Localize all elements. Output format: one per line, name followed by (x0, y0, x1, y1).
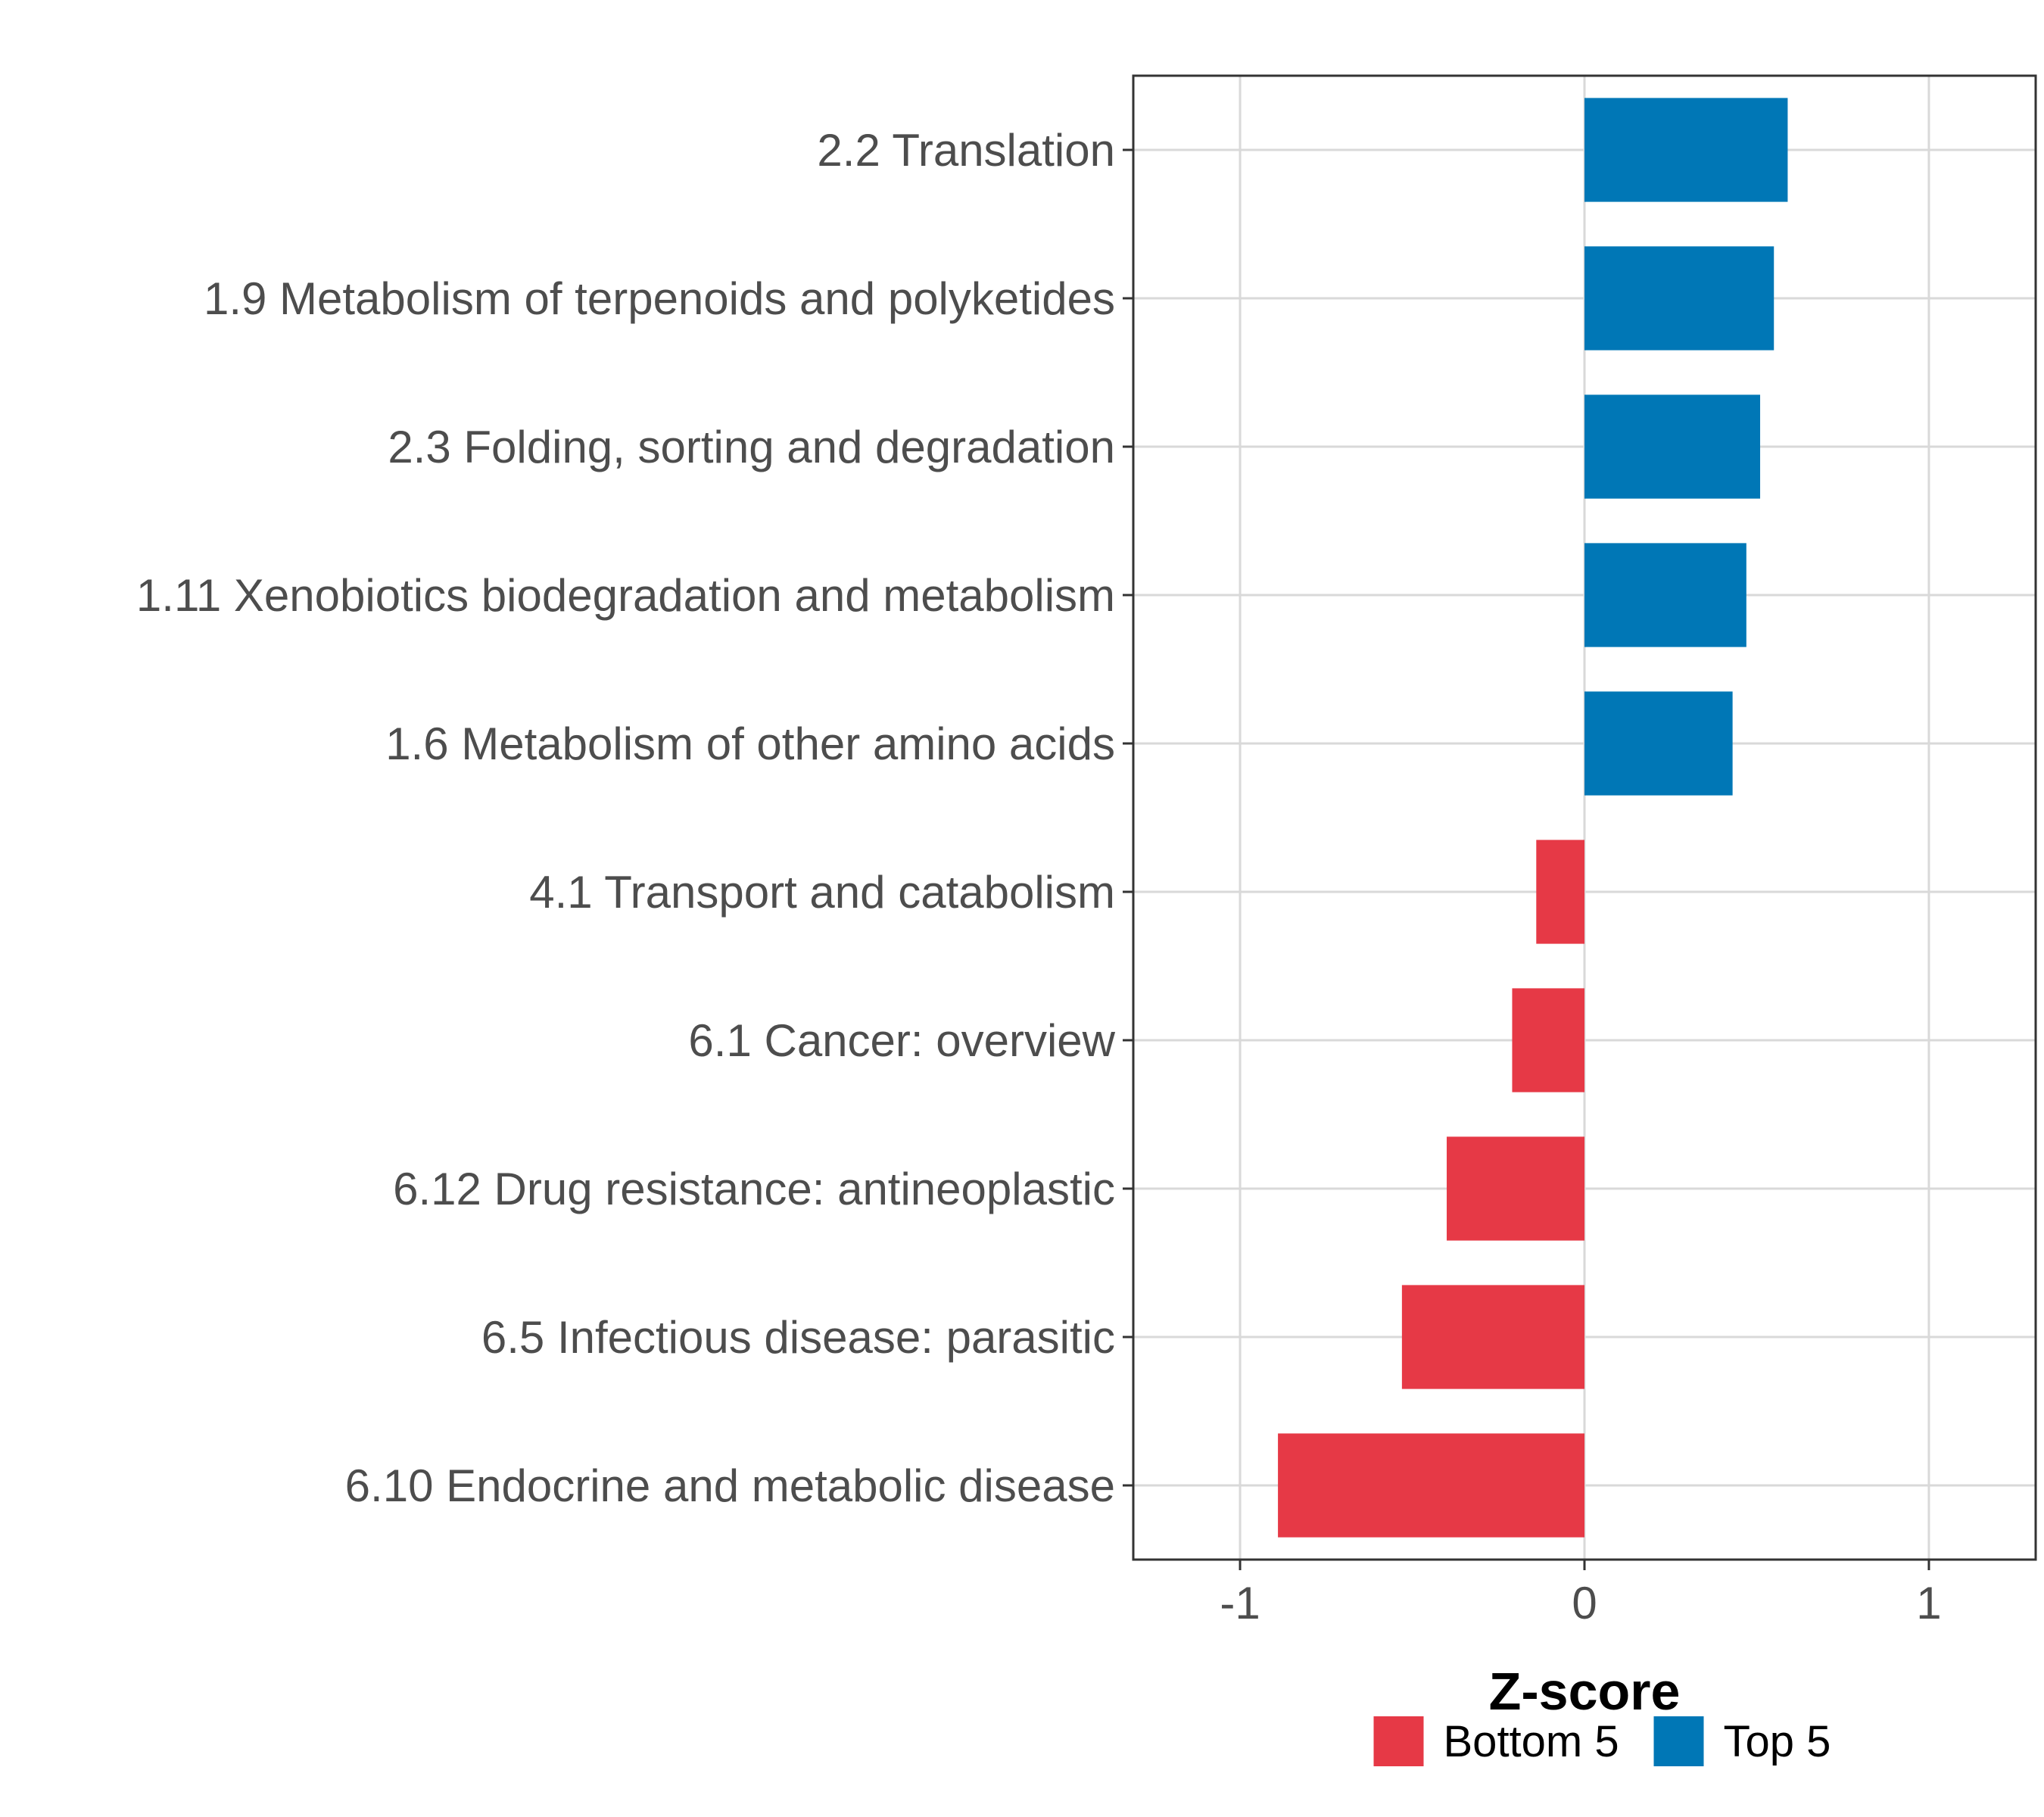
bar (1584, 98, 1788, 202)
legend-key (1373, 1716, 1424, 1766)
y-tick-label: 6.1 Cancer: overview (688, 1015, 1115, 1066)
bar (1401, 1285, 1584, 1389)
bar (1584, 394, 1761, 499)
tick-layer (1123, 148, 1930, 1570)
label-layer: 2.2 Translation 1.9 Metabolism of terpeno… (136, 125, 1942, 1628)
bar (1584, 543, 1746, 647)
x-tick-label: 0 (1572, 1578, 1597, 1628)
legend-label: Bottom 5 (1444, 1717, 1619, 1766)
y-tick-label: 1.6 Metabolism of other amino acids (385, 718, 1115, 769)
y-tick-label: 4.1 Transport and catabolism (529, 867, 1115, 918)
y-tick-label: 2.3 Folding, sorting and degradation (388, 422, 1115, 472)
bar (1584, 246, 1774, 351)
bar (1278, 1433, 1584, 1538)
y-tick-label: 6.12 Drug resistance: antineoplastic (393, 1164, 1115, 1214)
bar (1536, 840, 1584, 944)
y-tick-label: 1.11 Xenobiotics biodegradation and meta… (136, 570, 1115, 621)
x-axis-title: Z-score (1489, 1662, 1681, 1721)
y-tick-label: 6.5 Infectious disease: parasitic (481, 1312, 1115, 1363)
legend: Bottom 5 Top 5 (1373, 1716, 1831, 1766)
bar (1584, 691, 1733, 796)
bar-layer (1278, 98, 1788, 1538)
y-tick-label: 6.10 Endocrine and metabolic disease (345, 1460, 1115, 1511)
bar (1512, 988, 1584, 1092)
x-tick-label: 1 (1916, 1578, 1941, 1628)
legend-label: Top 5 (1724, 1717, 1831, 1766)
y-tick-label: 1.9 Metabolism of terpenoids and polyket… (204, 273, 1115, 324)
bar (1447, 1136, 1584, 1241)
y-tick-label: 2.2 Translation (817, 125, 1115, 176)
legend-key (1653, 1716, 1704, 1766)
x-tick-label: -1 (1220, 1578, 1260, 1628)
